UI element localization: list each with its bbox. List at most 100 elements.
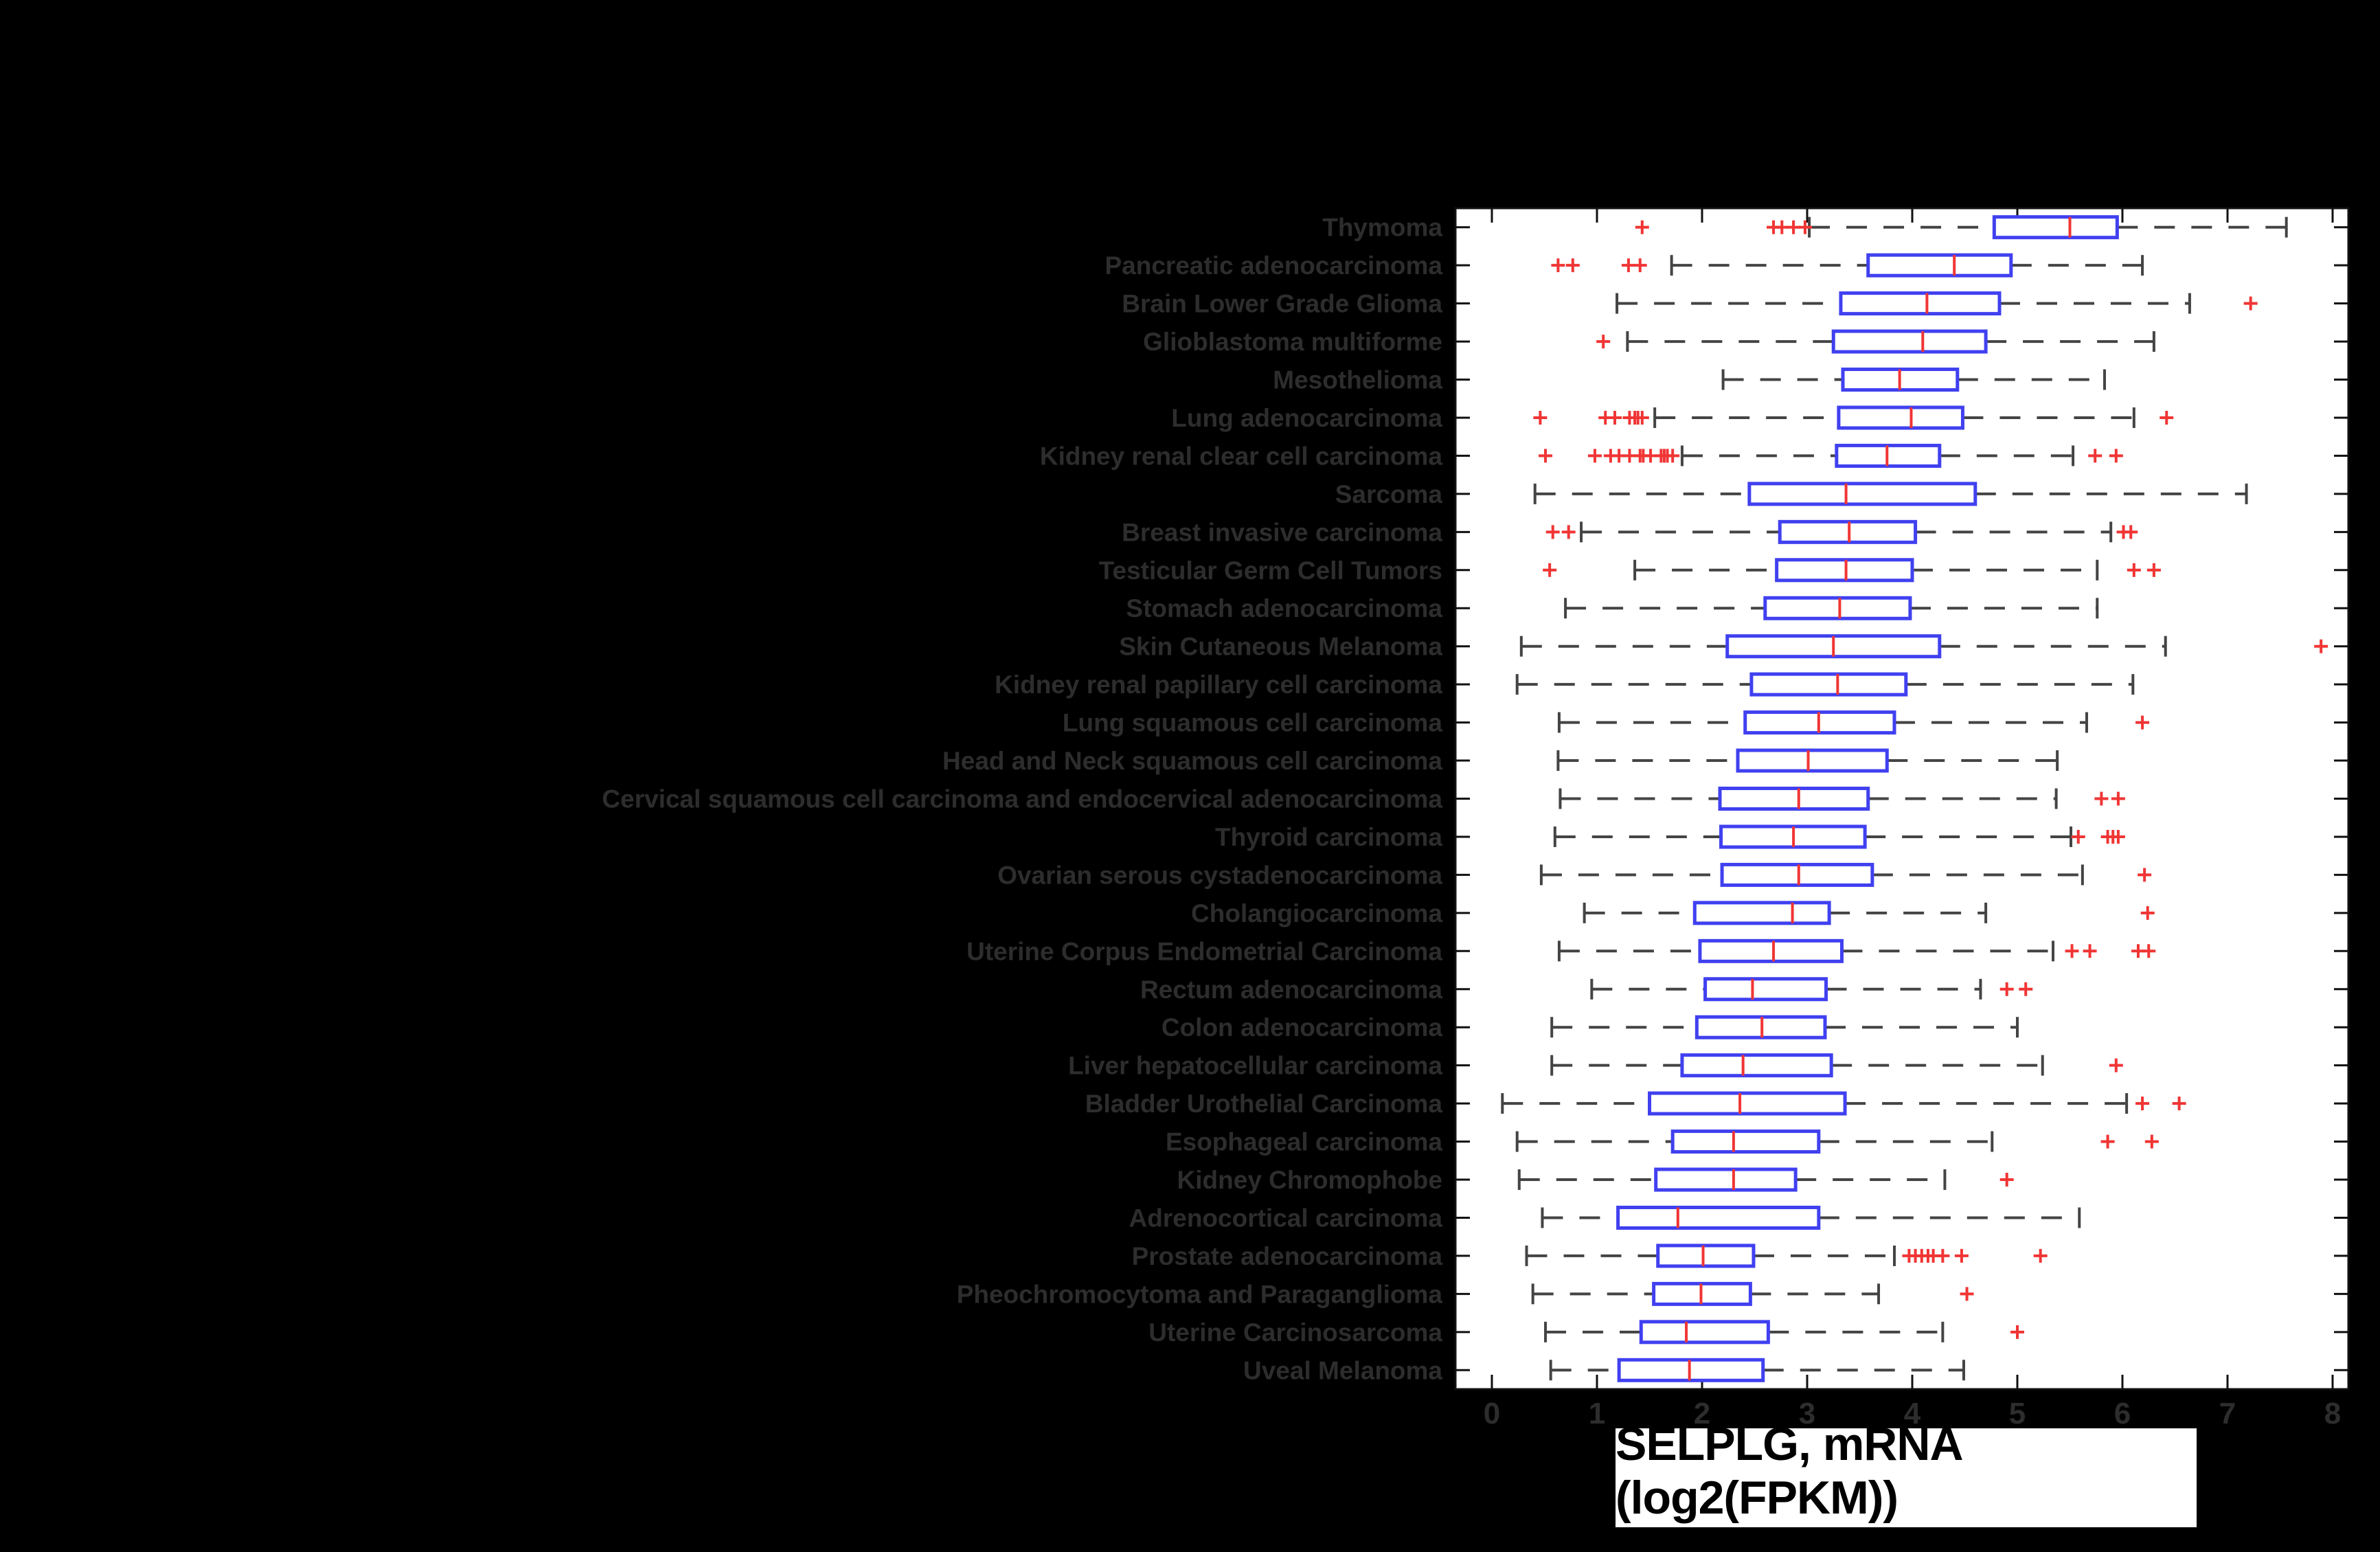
x-tick-label: 2	[1694, 1397, 1710, 1430]
boxplot-row: Mesothelioma	[1273, 366, 2348, 394]
outlier-marker	[2142, 944, 2156, 958]
box	[1736, 748, 1889, 773]
x-tick-label: 7	[2219, 1397, 2236, 1430]
boxplot-row: Skin Cutaneous Melanoma	[1119, 633, 2348, 661]
boxplot-row: Kidney Chromophobe	[1177, 1166, 2348, 1194]
boxplot-row: Adrenocortical carcinoma	[1129, 1204, 2348, 1232]
outlier-marker	[1635, 410, 1649, 425]
category-label: Sarcoma	[1335, 480, 1443, 508]
outlier-marker	[2160, 410, 2174, 425]
outlier-marker	[1954, 1248, 1969, 1263]
boxplot-row: Liver hepatocellular carcinoma	[1068, 1052, 2348, 1080]
box	[1992, 215, 2119, 240]
category-label: Uterine Carcinosarcoma	[1148, 1318, 1442, 1347]
box	[1654, 1167, 1798, 1192]
x-axis-label: SELPLG, mRNA (log2(FPKM))	[1616, 1418, 1962, 1524]
boxplot-row: Bladder Urothelial Carcinoma	[1085, 1090, 2348, 1118]
boxplot-row: Uterine Carcinosarcoma	[1148, 1318, 2348, 1347]
box	[1837, 405, 1964, 430]
outlier-marker	[1533, 410, 1548, 425]
category-label: Uveal Melanoma	[1243, 1356, 1442, 1384]
boxplot-row: Breast invasive carcinoma	[1122, 518, 2348, 546]
outlier-marker	[2083, 944, 2097, 958]
category-label: Lung squamous cell carcinoma	[1063, 709, 1443, 737]
category-label: Thymoma	[1322, 214, 1442, 242]
box	[1648, 1091, 1847, 1116]
box	[1831, 329, 1988, 354]
boxplot-row: Colon adenocarcinoma	[1161, 1013, 2348, 1042]
outlier-marker	[1543, 563, 1557, 577]
boxplot-row: Rectum adenocarcinoma	[1140, 976, 2348, 1004]
outlier-marker	[1798, 220, 1812, 234]
outlier-marker	[2065, 944, 2079, 958]
outlier-marker	[2135, 1096, 2150, 1111]
outlier-marker	[1960, 1287, 1974, 1301]
category-label: Cholangiocarcinoma	[1191, 899, 1442, 927]
category-label: Cervical squamous cell carcinoma and end…	[602, 785, 1442, 813]
outlier-marker	[1635, 220, 1649, 234]
category-label: Adrenocortical carcinoma	[1129, 1204, 1443, 1232]
category-label: Head and Neck squamous cell carcinoma	[942, 747, 1442, 775]
box	[1778, 519, 1918, 544]
outlier-marker	[2010, 1325, 2024, 1339]
box	[1839, 291, 2002, 316]
boxplot-row: Lung adenocarcinoma	[1171, 404, 2348, 432]
category-label: Skin Cutaneous Melanoma	[1119, 633, 1442, 661]
category-label: Thyroid carcinoma	[1215, 823, 1442, 851]
box	[1775, 558, 1914, 583]
category-label: Stomach adenocarcinoma	[1126, 594, 1442, 622]
x-tick-label: 4	[1904, 1397, 1921, 1430]
boxplot-row: Cervical squamous cell carcinoma and end…	[602, 785, 2348, 813]
category-label: Ovarian serous cystadenocarcinoma	[997, 861, 1442, 889]
box	[1616, 1205, 1821, 1230]
outlier-marker	[1561, 525, 1576, 539]
boxplot-row: Prostate adenocarcinoma	[1132, 1242, 2348, 1270]
boxplot-row: Testicular Germ Cell Tumors	[1099, 556, 2348, 585]
boxplot-row: Uterine Corpus Endometrial Carcinoma	[966, 937, 2348, 965]
outlier-marker	[2146, 563, 2161, 577]
outlier-marker	[2033, 1248, 2048, 1263]
box	[1698, 938, 1844, 963]
outlier-marker	[1999, 1173, 2014, 1187]
outlier-marker	[2088, 449, 2103, 463]
outlier-marker	[2124, 525, 2138, 539]
outlier-marker	[1551, 258, 1565, 273]
boxplot-row: Brain Lower Grade Glioma	[1122, 290, 2348, 318]
x-tick-label: 6	[2114, 1397, 2131, 1430]
outlier-marker	[1999, 982, 2014, 996]
boxplot-row: Head and Neck squamous cell carcinoma	[942, 747, 2348, 775]
outlier-marker	[1565, 258, 1580, 273]
outlier-marker	[2019, 982, 2033, 996]
outlier-marker	[2094, 791, 2109, 806]
boxplot-row: Esophageal carcinoma	[1166, 1128, 2348, 1156]
box	[1692, 901, 1831, 925]
boxplot-row: Pheochromocytoma and Paraganglioma	[957, 1280, 2348, 1308]
category-label: Pancreatic adenocarcinoma	[1105, 251, 1443, 280]
box	[1703, 977, 1828, 1002]
category-label: Esophageal carcinoma	[1166, 1128, 1442, 1156]
outlier-marker	[1666, 449, 1680, 463]
category-label: Kidney renal papillary cell carcinoma	[995, 671, 1442, 699]
outlier-marker	[2140, 906, 2155, 920]
category-label: Breast invasive carcinoma	[1122, 518, 1442, 546]
boxplot-row: Kidney renal papillary cell carcinoma	[995, 671, 2348, 699]
outlier-marker	[2111, 829, 2125, 844]
outlier-marker	[2144, 1134, 2159, 1149]
category-label: Uterine Corpus Endometrial Carcinoma	[966, 937, 1442, 965]
category-label: Pheochromocytoma and Paraganglioma	[957, 1280, 1443, 1308]
x-axis-label-box: SELPLG, mRNA (log2(FPKM))	[1616, 1418, 2197, 1527]
outlier-marker	[2127, 563, 2141, 577]
box	[1763, 596, 1912, 620]
boxplot-row: Thyroid carcinoma	[1215, 823, 2348, 851]
box	[1670, 1129, 1821, 1154]
category-label: Bladder Urothelial Carcinoma	[1085, 1090, 1443, 1118]
boxplot-row: Glioblastoma multiforme	[1143, 328, 2348, 356]
outlier-marker	[2111, 791, 2125, 806]
box	[1718, 787, 1870, 811]
outlier-marker	[2314, 639, 2328, 653]
box	[1656, 1244, 1756, 1268]
category-label: Kidney Chromophobe	[1177, 1166, 1442, 1194]
outlier-marker	[1775, 220, 1789, 234]
